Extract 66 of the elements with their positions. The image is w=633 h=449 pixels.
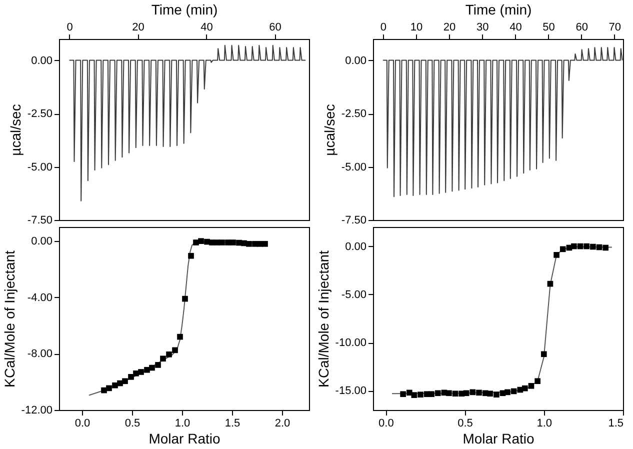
point <box>160 356 166 362</box>
x-tick-label: 1.0 <box>536 418 552 430</box>
x-tick-label: 40 <box>510 22 522 34</box>
line-series <box>68 44 306 202</box>
point <box>122 378 128 384</box>
y-tick-label: -7.50 <box>341 214 366 226</box>
y-tick-label: -10.00 <box>335 337 366 350</box>
point <box>149 364 155 371</box>
y-tick-label: 0.00 <box>31 54 52 67</box>
point <box>166 351 172 358</box>
point <box>262 240 268 247</box>
x-tick-label: 1.5 <box>224 418 240 430</box>
x-tick-label: 0 <box>380 22 386 34</box>
x-tick-label: 60 <box>576 22 588 34</box>
y-tick-label: 0.00 <box>31 236 52 248</box>
x-tick-label: 1.0 <box>174 418 190 430</box>
x-tick-label: 0 <box>66 22 73 34</box>
x-tick-label: 2.0 <box>274 418 290 430</box>
point <box>198 238 204 244</box>
y-tick-label: -15.00 <box>335 385 366 398</box>
point <box>177 334 183 340</box>
x-tick-label: 60 <box>269 22 282 34</box>
y-tick-label: -7.50 <box>27 214 52 226</box>
y-tick-label: -8.00 <box>27 348 52 360</box>
x-tick-label: 70 <box>608 22 622 34</box>
x-tick-label: 30 <box>476 22 489 34</box>
y-tick-label: -5.00 <box>341 161 366 174</box>
x-tick-label: 0.5 <box>458 418 473 430</box>
x-axis-title: Molar Ratio <box>462 430 534 446</box>
x-tick-label: 20 <box>132 22 144 34</box>
y-tick-label: 0.00 <box>345 54 366 67</box>
point <box>128 374 134 380</box>
x-tick-label: 50 <box>542 22 555 34</box>
point <box>172 347 178 354</box>
x-tick-label: 20 <box>443 22 456 34</box>
y-tick-label: -4.00 <box>27 292 52 304</box>
x-axis-title: Time (min) <box>151 2 218 18</box>
x-tick-label: 0.5 <box>124 418 140 430</box>
point <box>230 240 236 246</box>
point <box>182 296 188 302</box>
y-tick-label: -5.00 <box>27 161 52 174</box>
x-axis-title: Molar Ratio <box>148 430 220 446</box>
x-tick-label: 10 <box>410 22 423 34</box>
point <box>144 366 150 373</box>
x-tick-label: 0.0 <box>74 418 90 430</box>
x-tick-label: 1.5 <box>608 418 624 430</box>
y-tick-label: 0.00 <box>345 240 366 253</box>
point <box>106 385 112 392</box>
y-axis-title: µcal/sec <box>321 104 338 156</box>
point <box>112 382 118 388</box>
y-axis-title: KCal/Mole of Injectant <box>1 250 18 388</box>
y-tick-label: -5.00 <box>341 288 366 301</box>
point <box>219 240 225 246</box>
y-tick-label: -2.50 <box>341 108 366 120</box>
x-axis-title: Time (min) <box>465 2 532 18</box>
y-tick-label: -2.50 <box>27 108 52 120</box>
point <box>188 252 194 259</box>
y-tick-label: -12.00 <box>21 404 52 416</box>
y-axis-title: µcal/sec <box>7 104 24 156</box>
point <box>246 240 252 247</box>
point <box>138 369 144 375</box>
x-tick-label: 40 <box>200 22 213 34</box>
point <box>155 362 161 368</box>
x-tick-label: 0.0 <box>378 418 394 430</box>
y-axis-title: KCal/Mole of Injectant <box>315 250 332 388</box>
line-series <box>382 47 623 198</box>
